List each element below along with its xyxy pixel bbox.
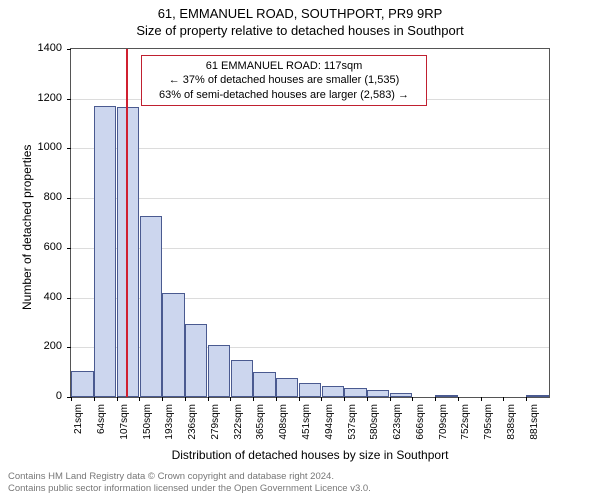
annotation-box: 61 EMMANUEL ROAD: 117sqm← 37% of detache… [141, 55, 427, 106]
histogram-bar [162, 293, 184, 397]
x-tick-mark [117, 397, 118, 401]
y-tick-mark [67, 298, 71, 299]
x-tick-mark [185, 397, 186, 401]
x-tick-mark [162, 397, 163, 401]
annotation-line2: ← 37% of detached houses are smaller (1,… [148, 73, 420, 87]
x-tick-mark [94, 397, 95, 401]
histogram-bar [71, 371, 93, 397]
histogram-bar [140, 216, 162, 397]
x-tick-mark [367, 397, 368, 401]
y-tick-label: 1000 [22, 141, 62, 153]
y-axis-label: Number of detached properties [20, 145, 34, 310]
x-tick-mark [253, 397, 254, 401]
y-tick-label: 800 [22, 191, 62, 203]
property-marker-line [126, 49, 128, 397]
annotation-line1: 61 EMMANUEL ROAD: 117sqm [148, 59, 420, 73]
x-tick-mark [481, 397, 482, 401]
y-tick-mark [67, 198, 71, 199]
y-tick-label: 200 [22, 340, 62, 352]
x-tick-mark [71, 397, 72, 401]
histogram-bar [94, 106, 116, 397]
x-tick-mark [503, 397, 504, 401]
y-tick-label: 1400 [22, 42, 62, 54]
y-tick-label: 600 [22, 241, 62, 253]
annotation-line3: 63% of semi-detached houses are larger (… [148, 88, 420, 102]
histogram-bar [253, 372, 275, 397]
page-title-line2: Size of property relative to detached ho… [0, 23, 600, 38]
x-tick-mark [435, 397, 436, 401]
y-tick-mark [67, 49, 71, 50]
x-tick-mark [208, 397, 209, 401]
x-tick-mark [412, 397, 413, 401]
y-tick-label: 0 [22, 390, 62, 402]
y-tick-mark [67, 248, 71, 249]
histogram-bar [276, 378, 298, 397]
x-tick-mark [344, 397, 345, 401]
x-tick-mark [276, 397, 277, 401]
x-tick-mark [299, 397, 300, 401]
histogram-bar [367, 390, 389, 397]
histogram-bar [299, 383, 321, 397]
x-tick-mark [390, 397, 391, 401]
footer-attribution: Contains HM Land Registry data © Crown c… [8, 471, 371, 494]
histogram-bar [185, 324, 207, 397]
y-tick-label: 1200 [22, 92, 62, 104]
x-axis-label: Distribution of detached houses by size … [70, 448, 550, 462]
histogram-bar [435, 395, 457, 397]
grid-line [71, 198, 549, 199]
y-tick-mark [67, 347, 71, 348]
histogram-bar [231, 360, 253, 397]
histogram-bar [390, 393, 412, 397]
y-tick-label: 400 [22, 291, 62, 303]
histogram-bar [208, 345, 230, 397]
y-tick-mark [67, 148, 71, 149]
x-tick-mark [526, 397, 527, 401]
y-tick-mark [67, 99, 71, 100]
histogram-bar [344, 388, 366, 397]
page-title-line1: 61, EMMANUEL ROAD, SOUTHPORT, PR9 9RP [0, 6, 600, 21]
grid-line [71, 148, 549, 149]
footer-line2: Contains public sector information licen… [8, 483, 371, 494]
histogram-bar [526, 395, 548, 397]
footer-line1: Contains HM Land Registry data © Crown c… [8, 471, 371, 482]
x-tick-mark [230, 397, 231, 401]
histogram-bar [322, 386, 344, 397]
x-tick-mark [139, 397, 140, 401]
x-tick-mark [321, 397, 322, 401]
x-tick-mark [458, 397, 459, 401]
histogram-plot: 61 EMMANUEL ROAD: 117sqm← 37% of detache… [70, 48, 550, 398]
